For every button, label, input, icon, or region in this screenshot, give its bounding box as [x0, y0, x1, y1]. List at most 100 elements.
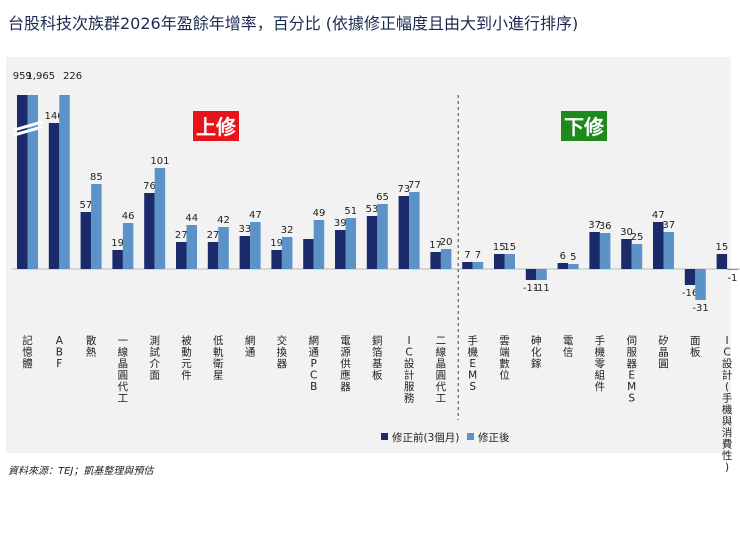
label-after-13: 20	[440, 237, 453, 248]
category-label-19: 伺服器 E M S	[626, 334, 637, 405]
bar-after-18	[599, 233, 611, 269]
source-note: 資料來源：TEJ；凱基整理與預估	[8, 466, 154, 477]
bar-after-0	[27, 95, 38, 269]
label-after-7: 47	[249, 210, 262, 221]
category-label-4: 測試介面	[149, 334, 160, 382]
category-label-18: 手機零組件	[595, 334, 606, 393]
bar-after-15	[504, 254, 515, 269]
label-before-21: -16	[682, 288, 698, 299]
bar-after-17	[568, 264, 579, 269]
label-after-17: 5	[570, 252, 576, 263]
category-label-22: I C 設計(手機與消費性)	[722, 335, 733, 474]
bar-before-16	[525, 269, 537, 280]
label-after-14: 7	[475, 250, 481, 261]
bar-before-10	[335, 230, 346, 269]
label-after-20: 37	[662, 220, 675, 231]
label-before-2: 57	[79, 200, 92, 211]
label-after-21: -31	[692, 303, 708, 314]
category-label-7: 網通	[245, 334, 256, 359]
chart-title: 台股科技次族群2026年盈餘年增率，百分比 (依據修正幅度且由大到小進行排序)	[8, 14, 579, 33]
bar-after-16	[536, 269, 547, 280]
category-label-0: 記憶體	[22, 334, 33, 370]
bar-after-3	[122, 223, 134, 269]
legend-label-before: 修正前(3個月)	[392, 431, 459, 444]
bar-after-1	[59, 95, 70, 269]
label-after-22: -1	[727, 273, 737, 284]
label-before-19: 30	[620, 227, 633, 238]
bar-before-8	[271, 250, 282, 269]
annotation-down-box	[561, 111, 607, 141]
bar-before-9	[303, 239, 314, 269]
label-after-8: 32	[281, 225, 294, 236]
bar-before-22	[716, 254, 728, 269]
bar-after-7	[250, 222, 261, 269]
bar-after-9	[313, 220, 325, 269]
bar-after-14	[472, 262, 484, 269]
annotation-up-text: 上修	[196, 115, 237, 139]
label-before-13: 17	[429, 240, 442, 251]
category-label-16: 砷化鎵	[531, 335, 542, 370]
label-after-4: 101	[150, 156, 169, 167]
bar-after-4	[154, 168, 166, 269]
bar-before-19	[621, 239, 632, 269]
bar-before-2	[80, 212, 92, 269]
label-after-16: -11	[533, 283, 549, 294]
label-before-0: 959	[13, 71, 32, 82]
label-before-12: 73	[397, 184, 410, 195]
label-after-19: 25	[631, 232, 644, 243]
label-before-16: -11	[523, 283, 539, 294]
label-before-14: 7	[464, 250, 470, 261]
bar-after-2	[91, 184, 102, 269]
bar-before-18	[589, 232, 600, 269]
bar-after-20	[663, 232, 674, 269]
category-label-3: 一線晶圓代工	[118, 335, 129, 405]
bar-after-8	[281, 237, 293, 269]
label-before-5: 27	[175, 230, 188, 241]
label-before-3: 19	[111, 238, 124, 249]
label-before-17: 6	[560, 251, 566, 262]
category-label-11: 銅箔基板	[372, 334, 383, 382]
annotation-up-box	[193, 111, 239, 141]
label-after-12: 77	[408, 180, 421, 191]
bar-before-7	[239, 236, 251, 269]
label-after-2: 85	[90, 172, 103, 183]
bar-after-21	[695, 269, 706, 300]
label-after-9: 49	[313, 208, 326, 219]
label-after-0: 1,965	[26, 71, 55, 82]
axis-break-mark-1	[13, 125, 43, 137]
label-before-8: 19	[270, 238, 283, 249]
label-before-22: 15	[715, 242, 728, 253]
bar-before-12	[398, 196, 410, 269]
label-before-6: 27	[207, 230, 220, 241]
bar-after-10	[345, 218, 356, 269]
category-label-2: 散熱	[86, 334, 97, 359]
label-after-5: 44	[185, 213, 198, 224]
legend-swatch-after	[467, 433, 474, 440]
label-after-10: 51	[344, 206, 357, 217]
label-before-11: 53	[366, 204, 379, 215]
label-before-20: 47	[652, 210, 665, 221]
label-after-18: 36	[599, 221, 612, 232]
bar-after-6	[218, 227, 229, 269]
label-after-15: 15	[503, 242, 516, 253]
label-before-4: 76	[143, 181, 156, 192]
category-label-6: 低軌衛星	[213, 334, 224, 382]
legend-label-after: 修正後	[478, 431, 510, 444]
bar-before-21	[684, 269, 696, 285]
bar-after-11	[377, 204, 388, 269]
category-label-17: 電信	[563, 335, 574, 359]
category-label-14: 手機 E M S	[467, 334, 478, 393]
bar-before-1	[48, 123, 60, 269]
bar-after-19	[631, 244, 643, 269]
bar-before-14	[462, 262, 473, 269]
label-before-7: 33	[238, 224, 251, 235]
label-before-15: 15	[493, 242, 506, 253]
bar-after-13	[440, 249, 452, 269]
bar-before-5	[176, 242, 187, 269]
bar-before-3	[112, 250, 123, 269]
category-label-8: 交換器	[277, 334, 288, 370]
bar-before-20	[653, 222, 664, 269]
label-after-11: 65	[376, 192, 389, 203]
